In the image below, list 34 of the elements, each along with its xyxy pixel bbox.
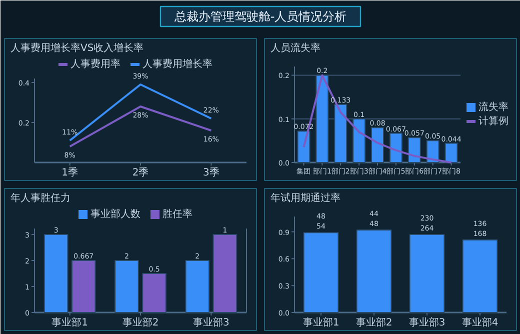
bar [356, 229, 392, 313]
x-tick-label: 事业部1 [52, 316, 88, 328]
x-tick-label: 事业部3 [408, 316, 446, 328]
legend-label: 流失率 [478, 101, 508, 113]
chart-title: 年人事胜任力 [10, 192, 70, 204]
bar [297, 130, 310, 163]
legend-label: 事业部人数 [90, 208, 140, 220]
x-tick-label: 事业部4 [462, 316, 498, 328]
x-tick-label: 事业部1 [302, 316, 340, 328]
bar [444, 142, 458, 163]
bar [462, 239, 498, 313]
bar [426, 140, 440, 163]
x-tick-label: 事业部2 [356, 316, 392, 328]
x-tick-label: 2季 [132, 166, 149, 178]
bar [371, 127, 384, 163]
chart-title: 人员流失率 [270, 42, 320, 54]
x-tick-label: 1季 [62, 166, 78, 178]
bar [408, 137, 421, 163]
bar [334, 104, 348, 163]
x-tick-label: 3季 [202, 166, 220, 178]
legend-label: 胜任率 [162, 208, 192, 220]
bar [303, 232, 339, 313]
text: 总裁办管理驾驶舱-人员情况分析 [173, 10, 347, 24]
bar [352, 118, 366, 163]
legend-label: 人事费用增长率 [142, 58, 212, 70]
legend-label: 计算例 [478, 115, 508, 127]
bar [316, 74, 329, 163]
legend-label: 人事费用率 [70, 58, 120, 70]
chart-title: 年试用期通过率 [270, 192, 340, 204]
x-tick-label: 事业部3 [192, 316, 230, 328]
bar [389, 132, 402, 163]
bar [409, 234, 445, 313]
chart-title: 人事费用增长率VS收入增长率 [10, 42, 144, 54]
x-tick-label: 事业部2 [122, 316, 159, 328]
